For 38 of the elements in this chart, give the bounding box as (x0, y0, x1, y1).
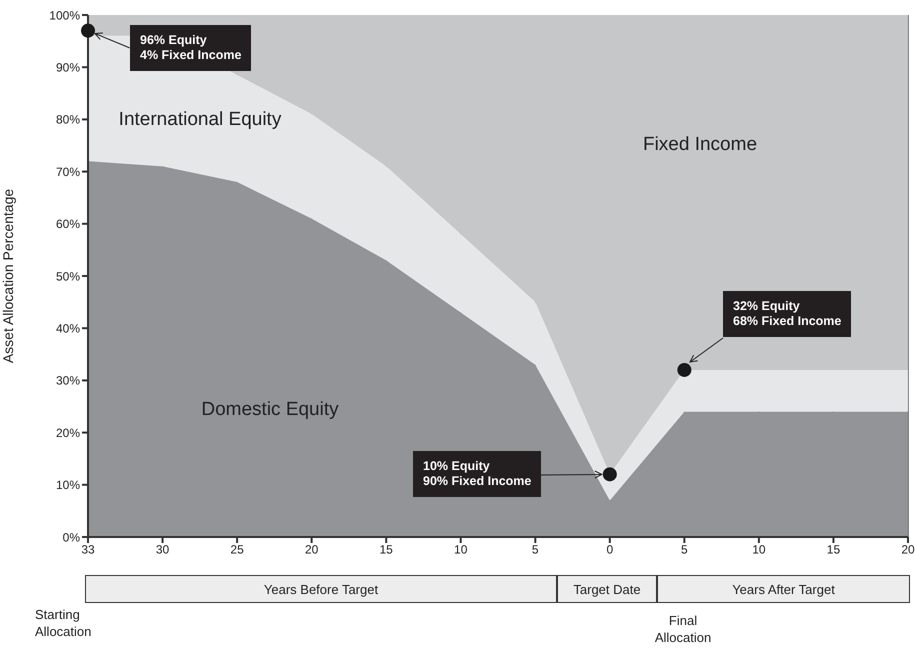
y-tick-label: 100% (49, 8, 80, 22)
text: Years After Target (657, 575, 910, 603)
x-tick-label: 10 (454, 542, 468, 557)
x-tick-label: 30 (156, 542, 170, 557)
x-tick-label: 10 (752, 542, 766, 557)
text: Starting Allocation (35, 606, 92, 640)
annotation: 32% Equity 68% Fixed Income (733, 299, 842, 329)
x-tick-label: 20 (304, 542, 319, 557)
y-tick-label: 40% (56, 321, 80, 336)
y-tick-label: 80% (56, 112, 80, 127)
x-tick-label: 20 (901, 542, 915, 557)
annotation: 10% Equity 90% Fixed Income (423, 459, 532, 489)
y-tick-label: 30% (56, 374, 80, 388)
y-tick-label: 20% (56, 426, 80, 440)
series-label: Domestic Equity (201, 399, 339, 421)
y-axis-title: Asset Allocation Percentage (0, 188, 16, 364)
x-tick-label: 5 (532, 542, 539, 557)
x-tick-label: 5 (681, 542, 688, 557)
x-tick-label: 33 (81, 542, 95, 557)
point (677, 362, 692, 377)
annotation: 96% Equity 4% Fixed Income (140, 33, 242, 63)
y-tick-label: 10% (56, 478, 80, 492)
x-tick-label: 15 (380, 542, 394, 557)
text: Years Before Target (85, 575, 557, 603)
y-tick-label: 70% (56, 164, 80, 179)
series-label: Fixed Income (642, 134, 758, 156)
point (81, 24, 95, 38)
x-tick-label: 15 (826, 542, 840, 557)
y-tick-label: 50% (56, 269, 80, 284)
series-label: International Equity (118, 109, 282, 131)
point (602, 467, 617, 482)
x-tick-label: 0 (606, 542, 614, 557)
y-tick-label: 90% (56, 60, 80, 74)
text: Final Allocation (654, 612, 712, 646)
x-tick-label: 25 (230, 542, 244, 557)
y-tick-label: 60% (56, 217, 80, 232)
y-tick-label: 0% (62, 530, 80, 544)
text: Target Date (557, 575, 657, 603)
